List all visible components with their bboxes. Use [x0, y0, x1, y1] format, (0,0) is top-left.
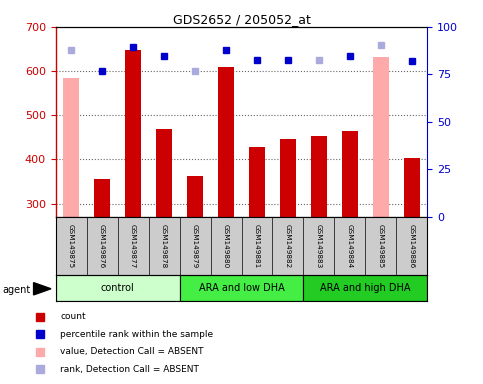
Bar — [63, 78, 79, 217]
Bar — [125, 50, 141, 217]
Text: GSM149877: GSM149877 — [130, 223, 136, 268]
Bar — [311, 136, 327, 217]
Bar — [180, 275, 303, 301]
Text: rank, Detection Call = ABSENT: rank, Detection Call = ABSENT — [60, 365, 199, 374]
Text: GSM149885: GSM149885 — [378, 223, 384, 268]
Text: GSM149881: GSM149881 — [254, 223, 260, 268]
Bar — [156, 129, 172, 217]
Bar — [56, 275, 180, 301]
Text: GSM149886: GSM149886 — [409, 223, 415, 268]
Bar — [373, 57, 389, 217]
Text: GSM149884: GSM149884 — [347, 223, 353, 268]
Text: GSM149876: GSM149876 — [99, 223, 105, 268]
Text: GSM149883: GSM149883 — [316, 223, 322, 268]
Bar — [404, 158, 420, 217]
Text: GSM149875: GSM149875 — [68, 223, 74, 268]
Bar — [218, 67, 234, 217]
Text: GSM149878: GSM149878 — [161, 223, 167, 268]
Text: GSM149882: GSM149882 — [285, 223, 291, 268]
Text: value, Detection Call = ABSENT: value, Detection Call = ABSENT — [60, 347, 204, 356]
Bar — [94, 179, 110, 217]
Title: GDS2652 / 205052_at: GDS2652 / 205052_at — [172, 13, 311, 26]
Bar — [303, 275, 427, 301]
Text: ARA and low DHA: ARA and low DHA — [199, 283, 284, 293]
Text: percentile rank within the sample: percentile rank within the sample — [60, 330, 213, 339]
Text: ARA and high DHA: ARA and high DHA — [320, 283, 411, 293]
Bar — [280, 139, 296, 217]
Text: GSM149879: GSM149879 — [192, 223, 198, 268]
Bar — [342, 131, 358, 217]
Text: control: control — [100, 283, 134, 293]
Text: GSM149880: GSM149880 — [223, 223, 229, 268]
Polygon shape — [34, 283, 51, 295]
Text: count: count — [60, 312, 85, 321]
Bar — [249, 147, 265, 217]
Bar — [187, 176, 203, 217]
Text: agent: agent — [2, 285, 30, 295]
